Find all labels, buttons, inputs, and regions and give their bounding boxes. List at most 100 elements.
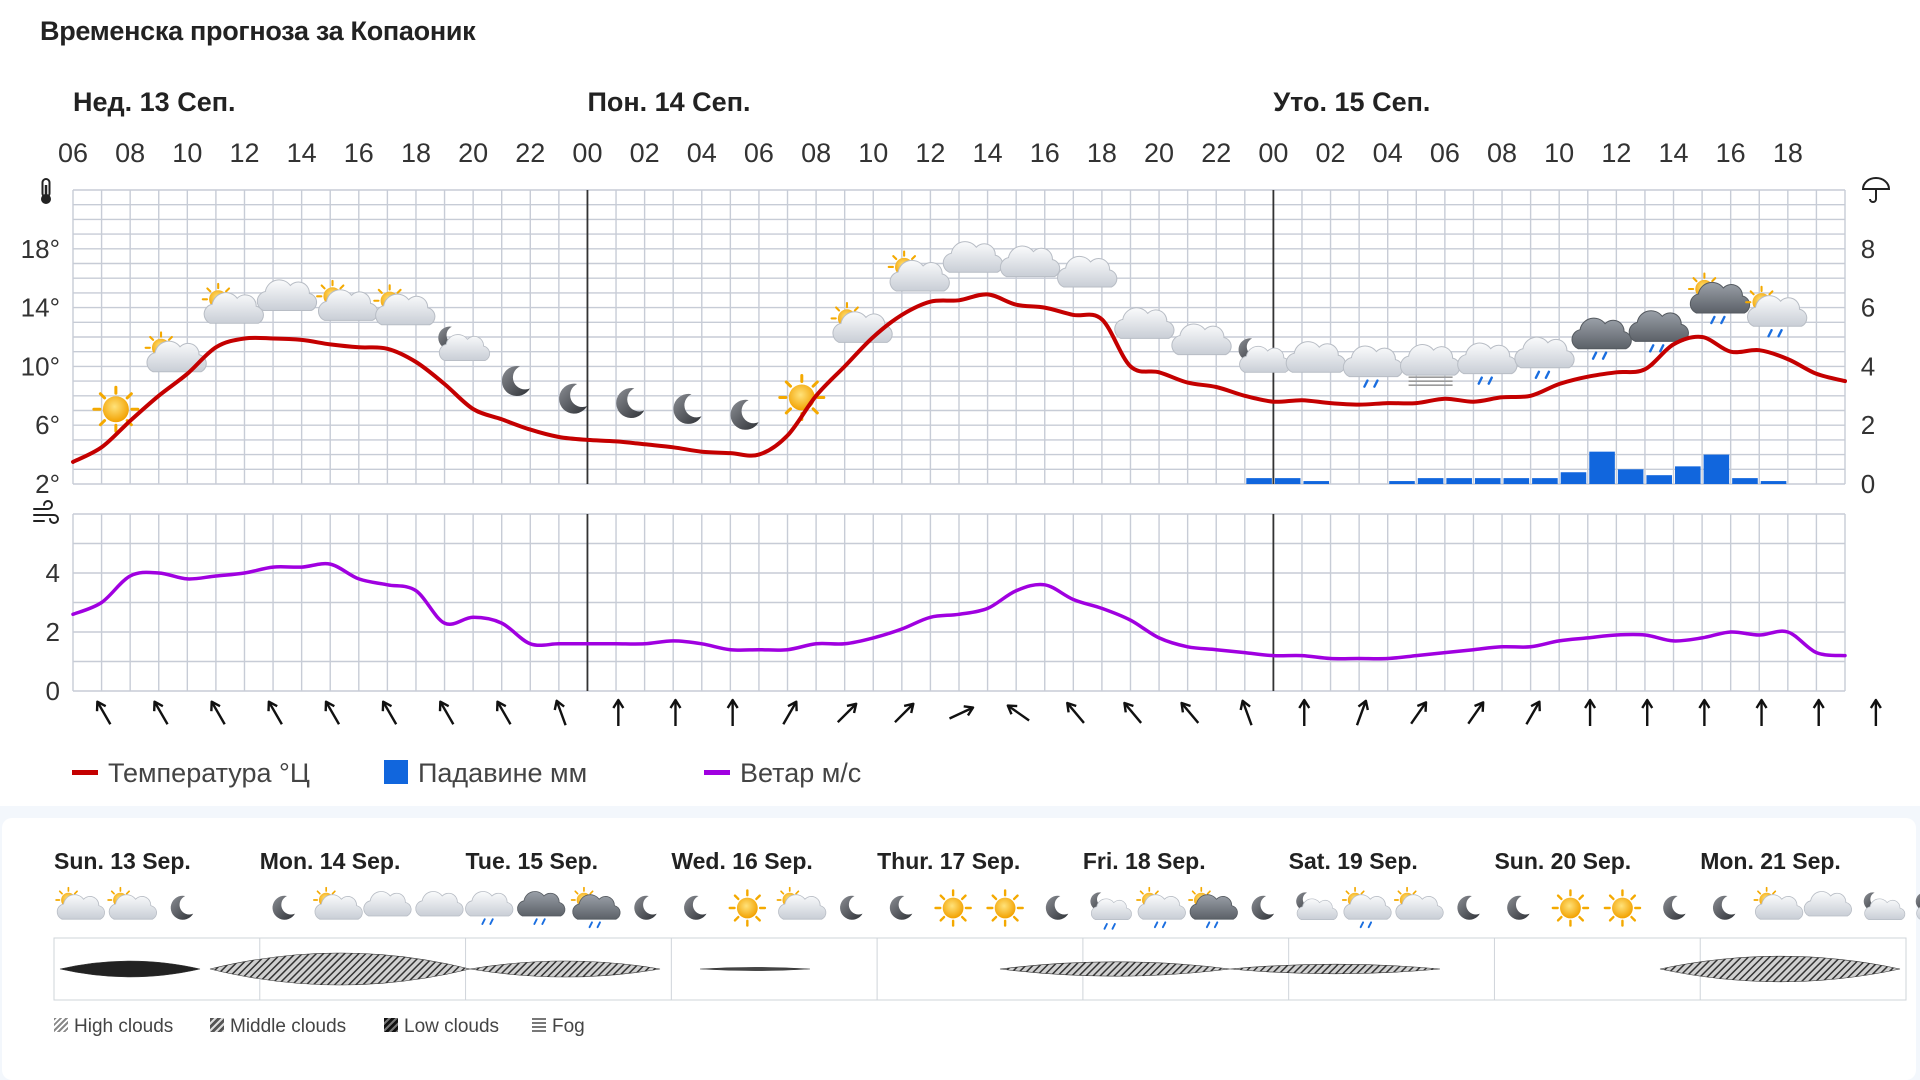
weekly-icons-and-clouds <box>53 886 1920 1001</box>
hour-label: 16 <box>1030 138 1060 168</box>
sun-cloud-icon <box>201 282 264 324</box>
cloud-layer-shape <box>1229 963 1441 975</box>
hour-label: 08 <box>115 138 145 168</box>
wind-arrow <box>267 700 283 725</box>
wind-arrow <box>894 702 915 724</box>
high-clouds-swatch <box>54 1018 68 1033</box>
moon-cloud-icon <box>1915 892 1920 920</box>
precipitation-tick: 4 <box>1861 351 1875 381</box>
moon-icon <box>673 393 702 424</box>
weekly-day-label: Wed. 16 Sep. <box>671 848 813 874</box>
wind-arrow <box>1006 704 1030 722</box>
wind-arrow <box>1467 701 1485 725</box>
fog-label: Fog <box>552 1016 585 1037</box>
weekly-day-label: Sun. 13 Sep. <box>54 848 191 874</box>
sun-cloud-icon <box>107 886 157 920</box>
legend-temperature-label: Температура °Ц <box>108 758 310 788</box>
weekly-day-label: Sat. 19 Sep. <box>1288 848 1418 874</box>
precipitation-bar <box>1617 469 1644 484</box>
umbrella-icon <box>1861 177 1891 203</box>
cloud-icon <box>942 241 1004 273</box>
precipitation-bar <box>1560 472 1587 484</box>
hour-label: 02 <box>1316 138 1346 168</box>
cloud-icon <box>1171 323 1232 356</box>
cloud-icon <box>1114 307 1175 339</box>
cloud-icon <box>1803 891 1853 917</box>
hour-label: 10 <box>858 138 888 168</box>
moon-icon <box>1457 895 1480 920</box>
sun-icon <box>92 385 140 433</box>
cloud-rain-icon <box>1514 336 1575 379</box>
moon-cloud-icon <box>438 326 491 361</box>
precipitation-bar <box>1417 478 1444 484</box>
sun-cloud-icon <box>313 886 363 920</box>
darkcloud-rain-icon <box>1628 310 1689 353</box>
darkcloud-rain-icon <box>517 891 566 925</box>
wind-arrow <box>612 698 625 726</box>
wind-arrow <box>553 699 567 726</box>
wind-arrow <box>210 700 226 725</box>
cloud-layer-shape <box>469 960 661 978</box>
precipitation-bar <box>1589 451 1615 484</box>
thermometer-icon <box>41 178 51 204</box>
precipitation-bar <box>1646 475 1673 484</box>
wind-swatch <box>704 770 730 776</box>
wind-arrow <box>949 705 975 720</box>
hour-label: 16 <box>1716 138 1746 168</box>
legend-middle-clouds: Middle clouds <box>210 1016 346 1038</box>
sun-darkcloud-rain-icon <box>1687 272 1751 325</box>
precipitation-bar <box>1532 478 1558 484</box>
wind-arrow <box>782 700 798 725</box>
hour-label: 20 <box>1144 138 1174 168</box>
hour-label: 06 <box>744 138 774 168</box>
sun-cloud-icon <box>373 284 436 326</box>
hour-label: 00 <box>572 138 602 168</box>
wind-direction-arrows <box>95 698 1882 726</box>
hour-label: 22 <box>1201 138 1231 168</box>
hour-label: 06 <box>1430 138 1460 168</box>
weekly-day-label: Tue. 15 Sep. <box>465 848 599 874</box>
moon-icon <box>1663 895 1686 920</box>
temperature-tick: 6° <box>35 410 60 440</box>
wind-icon <box>33 500 59 524</box>
precipitation-tick: 8 <box>1861 234 1875 264</box>
precipitation-bar <box>1732 478 1758 484</box>
precipitation-bar <box>1389 481 1415 484</box>
wind-arrow <box>1755 698 1768 726</box>
moon-icon <box>684 895 707 920</box>
legend-precipitation-label: Падавине мм <box>418 758 588 788</box>
moon-cloud-icon <box>1863 892 1906 920</box>
axis-labels: Нед. 13 Сеп. Пон. 14 Сеп. Уто. 15 Сеп.06 08… <box>21 87 1876 706</box>
day-header: Пон. 14 Сеп. <box>587 87 750 117</box>
legend-high-clouds: High clouds <box>54 1016 173 1038</box>
legend-precipitation: Падавине мм <box>384 758 587 789</box>
moon-icon <box>272 895 295 920</box>
weekly-day-label: Thur. 17 Sep. <box>877 848 1021 874</box>
moon-icon <box>616 388 645 419</box>
cloud-icon <box>256 279 318 311</box>
sun-cloud-icon <box>1393 886 1444 920</box>
sun-cloud-icon <box>316 279 379 321</box>
high-clouds-label: High clouds <box>74 1016 174 1037</box>
forecast-chart: Нед. 13 Сеп. Пон. 14 Сеп. Уто. 15 Сеп.06 08… <box>21 87 1891 726</box>
sun-cloud-icon <box>887 250 950 292</box>
hour-label: 08 <box>1487 138 1517 168</box>
temperature-tick: 18° <box>21 234 60 264</box>
precipitation-bar <box>1474 478 1501 484</box>
hour-label: 18 <box>401 138 431 168</box>
hour-label: 14 <box>1658 138 1688 168</box>
temperature-swatch <box>72 770 98 776</box>
temperature-tick: 14° <box>21 293 60 323</box>
hour-label: 08 <box>801 138 831 168</box>
hour-label: 10 <box>1544 138 1574 168</box>
precipitation-bar <box>1503 478 1530 484</box>
low-clouds-swatch <box>384 1018 398 1033</box>
moon-icon <box>1507 895 1530 920</box>
cloud-icon <box>363 891 412 917</box>
hour-label: 04 <box>687 138 717 168</box>
wind-arrow <box>1525 700 1541 725</box>
wind-arrow <box>324 700 341 725</box>
temperature-line <box>71 292 1847 464</box>
hour-label: 14 <box>973 138 1003 168</box>
weekly-day-label: Mon. 21 Sep. <box>1700 848 1841 874</box>
